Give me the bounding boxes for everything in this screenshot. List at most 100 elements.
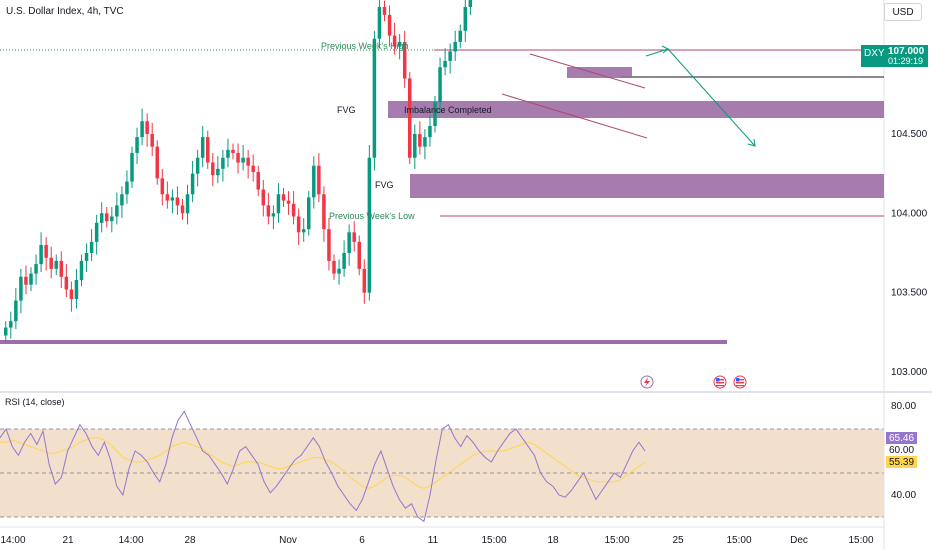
- zone-bottom[interactable]: [0, 340, 727, 344]
- candle-body: [185, 194, 190, 214]
- candle-body: [9, 321, 13, 328]
- price-tick-label: 103.000: [891, 367, 928, 378]
- candle-body: [200, 137, 205, 158]
- candle-body: [312, 165, 316, 198]
- candle-body: [372, 38, 377, 158]
- candle-body: [392, 35, 397, 47]
- candle-body: [54, 260, 58, 269]
- candle-body: [322, 194, 326, 230]
- time-tick-label: 21: [62, 535, 74, 546]
- time-tick-label: 14:00: [0, 535, 25, 546]
- annotation-previous-week-low: Previous Week's Low: [329, 211, 415, 221]
- candle-body: [170, 197, 175, 201]
- rsi-tick-80: 80.00: [891, 401, 916, 412]
- time-tick-label: 25: [672, 535, 684, 546]
- time-tick-label: 18: [547, 535, 559, 546]
- projection-path: [645, 48, 756, 147]
- candle-body: [458, 30, 462, 42]
- zone-small-top[interactable]: [567, 67, 632, 78]
- candle-body: [231, 149, 235, 153]
- candle-body: [125, 181, 129, 195]
- projection-arrowhead-top: [661, 45, 669, 54]
- candle-body: [211, 162, 215, 176]
- candle-body: [216, 168, 220, 176]
- candle-body: [387, 14, 392, 36]
- candle-body: [307, 197, 311, 230]
- candle-body: [337, 268, 341, 274]
- annotation-previous-week-high: Previous Week's High: [321, 41, 409, 51]
- candle-body: [397, 41, 402, 47]
- candle-body: [180, 205, 185, 214]
- time-tick-label: Nov: [279, 535, 297, 546]
- candle-body: [74, 279, 79, 299]
- candle-body: [79, 260, 84, 280]
- candle-body: [286, 200, 291, 204]
- candle-body: [135, 137, 139, 153]
- candle-body: [120, 194, 124, 206]
- annotation-imbalance-completed: Imbalance Completed: [404, 105, 492, 115]
- candle-body: [418, 133, 422, 147]
- candle-body: [89, 241, 94, 253]
- candle-body: [246, 157, 250, 166]
- rsi-lines: [0, 410, 646, 523]
- candle-body: [175, 197, 180, 206]
- annotation-fvg-upper: FVG: [337, 105, 356, 115]
- current-price-value: 107.000: [888, 46, 925, 57]
- candle-body: [443, 60, 447, 68]
- candle-body: [94, 222, 99, 242]
- candle-body: [367, 157, 372, 293]
- candle-body: [236, 152, 240, 163]
- candle-body: [145, 121, 149, 134]
- candle-body: [150, 133, 154, 147]
- rsi-level-tag: 60.00: [886, 444, 917, 456]
- candle-body: [276, 194, 281, 214]
- candle-body: [271, 213, 276, 217]
- candle-body: [99, 213, 104, 223]
- candle-body: [413, 133, 417, 158]
- candle-body: [463, 6, 468, 31]
- candle-body: [19, 276, 23, 301]
- candle-body: [362, 268, 367, 293]
- us-flag-event-icon[interactable]: [733, 375, 747, 389]
- zone-imbalance-completed[interactable]: [388, 101, 884, 118]
- candle-body: [64, 276, 69, 290]
- candle-body: [44, 245, 48, 258]
- candle-body: [468, 0, 473, 7]
- candle-body: [266, 205, 271, 217]
- us-flag-event-icon[interactable]: [713, 375, 727, 389]
- price-tick-label: 104.500: [891, 129, 928, 140]
- candle-body: [24, 276, 28, 285]
- candle-body: [206, 137, 210, 163]
- candle-body: [448, 51, 452, 61]
- candle-body: [357, 241, 361, 269]
- candle-body: [433, 102, 437, 127]
- candle-body: [49, 257, 53, 269]
- projection-arrowhead-bottom: [747, 138, 756, 147]
- candle-body: [115, 205, 119, 217]
- candle-body: [317, 165, 321, 195]
- time-tick-label: 28: [184, 535, 196, 546]
- candle-body: [4, 327, 8, 336]
- channel-lower-line: [501, 93, 648, 139]
- candle-body: [301, 229, 306, 233]
- lightning-event-icon[interactable]: [640, 375, 654, 389]
- candle-body: [291, 203, 296, 217]
- candle-body: [281, 194, 286, 201]
- price-tick-label: 103.500: [891, 288, 928, 299]
- candle-body: [241, 157, 245, 163]
- annotation-fvg-lower: FVG: [375, 180, 394, 190]
- chart-title: U.S. Dollar Index, 4h, TVC: [6, 6, 124, 17]
- candle-body: [327, 229, 331, 261]
- candle-body: [165, 194, 170, 201]
- currency-button[interactable]: USD: [884, 3, 922, 21]
- zone-fvg[interactable]: [410, 174, 884, 198]
- time-axis[interactable]: 14:00 21 14:00 28 Nov 6 11 15:00 18 15:00 25 15:00 D…: [0, 535, 873, 546]
- candle-body: [39, 245, 43, 265]
- candle-body: [29, 273, 33, 285]
- candle-body: [402, 41, 407, 79]
- rsi-line: [0, 410, 646, 523]
- candle-body: [438, 67, 442, 103]
- candle-body: [332, 260, 336, 274]
